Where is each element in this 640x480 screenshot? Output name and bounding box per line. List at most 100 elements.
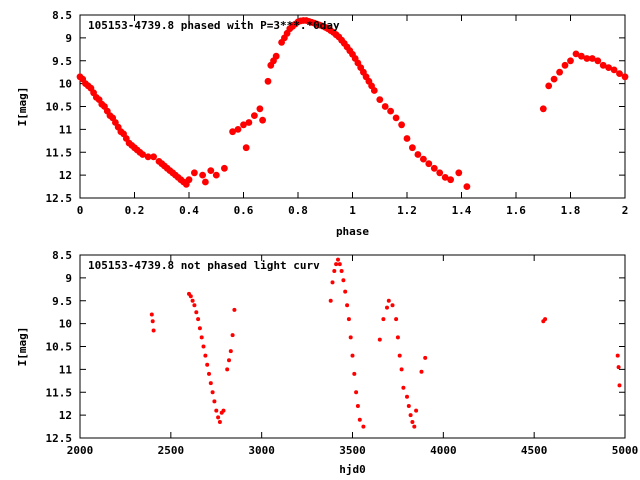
data-point xyxy=(572,50,580,58)
y-tick-label: 8.5 xyxy=(52,249,72,262)
data-point xyxy=(377,337,382,342)
y-tick-label: 12 xyxy=(59,409,72,422)
data-point xyxy=(214,408,219,413)
data-point xyxy=(392,114,400,122)
y-tick-label: 10 xyxy=(59,78,72,91)
data-point xyxy=(423,355,428,360)
data-point xyxy=(227,358,231,363)
data-point xyxy=(228,349,233,354)
y-tick-label: 9.5 xyxy=(52,55,72,68)
y-tick-label: 8.5 xyxy=(52,9,72,22)
data-point xyxy=(191,169,198,177)
x-tick-label: 2000 xyxy=(67,444,94,457)
unphased-light-curve-panel: 2000 2500 3000 3500 4000 4500 5000 8.5 9 9.5 10 10.… xyxy=(16,249,638,476)
y-tick-label: 10.5 xyxy=(46,341,73,354)
data-point xyxy=(599,61,607,69)
x-tick-label: 0.4 xyxy=(179,204,199,217)
data-point xyxy=(430,164,438,172)
data-point xyxy=(210,390,215,395)
data-point xyxy=(567,57,574,65)
data-point xyxy=(212,171,220,179)
data-point xyxy=(230,333,235,338)
x-tick-label: 2500 xyxy=(158,444,185,457)
data-point xyxy=(151,328,156,333)
data-point xyxy=(188,294,193,299)
data-point xyxy=(412,424,417,429)
data-point xyxy=(550,75,558,83)
data-point xyxy=(370,87,378,94)
data-point xyxy=(341,278,346,283)
plot-title: 105153-4739.8 phased with P=3***.*0day xyxy=(88,19,340,32)
data-point xyxy=(441,174,449,181)
x-axis-label: phase xyxy=(336,225,369,238)
data-point xyxy=(352,371,357,376)
data-point xyxy=(234,125,242,133)
data-point xyxy=(149,312,154,317)
data-point xyxy=(337,262,342,267)
data-point xyxy=(343,289,348,294)
data-point xyxy=(357,417,362,422)
data-point xyxy=(185,176,193,184)
data-point xyxy=(207,371,211,376)
x-axis-label: hjd0 xyxy=(339,463,366,476)
data-point xyxy=(419,369,424,374)
data-point xyxy=(208,381,213,386)
data-point xyxy=(192,303,197,308)
data-point xyxy=(578,52,585,60)
data-point xyxy=(425,160,433,168)
data-point xyxy=(398,121,405,129)
y-axis-label: I[mag] xyxy=(16,87,29,127)
data-point xyxy=(264,77,272,85)
x-tick-label: 4000 xyxy=(430,444,457,457)
y-tick-label: 11.5 xyxy=(46,386,73,399)
plot-frame xyxy=(79,254,626,439)
data-point xyxy=(144,153,152,161)
data-point xyxy=(381,317,386,322)
data-point xyxy=(199,335,204,340)
y-tick-label: 9 xyxy=(65,32,72,45)
data-point xyxy=(616,70,623,77)
x-tick-label: 3000 xyxy=(248,444,275,457)
data-point xyxy=(354,390,359,395)
data-point xyxy=(401,385,406,390)
data-point xyxy=(414,408,419,413)
data-point xyxy=(203,353,208,358)
data-point xyxy=(543,317,548,322)
data-point xyxy=(403,135,411,142)
plot-title: 105153-4739.8 not phased light curv xyxy=(88,259,320,272)
y-axis-label: I[mag] xyxy=(16,327,29,367)
data-point xyxy=(361,424,366,429)
data-point xyxy=(406,404,411,408)
data-point xyxy=(139,151,147,158)
x-tick-label: 1.2 xyxy=(397,204,417,217)
phased-light-curve-panel: 0 0.2 0.4 0.6 0.8 1 1.2 1.4 1.6 1.8 2 8.5 9 9.5 10 10.5… xyxy=(16,9,629,238)
data-point xyxy=(334,262,339,267)
x-tick-label: 5000 xyxy=(612,444,639,457)
data-point xyxy=(420,155,427,163)
data-point xyxy=(409,144,416,152)
data-point xyxy=(328,298,333,303)
data-point xyxy=(410,420,415,424)
data-point xyxy=(339,269,344,273)
x-tick-label: 0.8 xyxy=(288,204,308,217)
data-point xyxy=(350,353,355,358)
data-point xyxy=(588,55,596,62)
data-point xyxy=(583,55,591,62)
x-tick-label: 0.2 xyxy=(125,204,145,217)
data-point xyxy=(330,280,335,285)
data-point xyxy=(605,64,612,71)
data-point xyxy=(272,52,280,60)
data-point xyxy=(150,153,158,161)
data-point xyxy=(242,144,250,152)
data-point xyxy=(408,413,413,418)
data-point xyxy=(617,383,622,388)
y-tick-label: 10.5 xyxy=(46,101,73,114)
data-point xyxy=(345,303,350,308)
y-tick-label: 10 xyxy=(59,318,72,331)
data-point xyxy=(394,317,399,322)
y-tick-label: 11 xyxy=(59,123,73,136)
y-tick-label: 12 xyxy=(59,169,72,182)
data-point xyxy=(545,82,553,90)
data-point xyxy=(390,303,395,308)
